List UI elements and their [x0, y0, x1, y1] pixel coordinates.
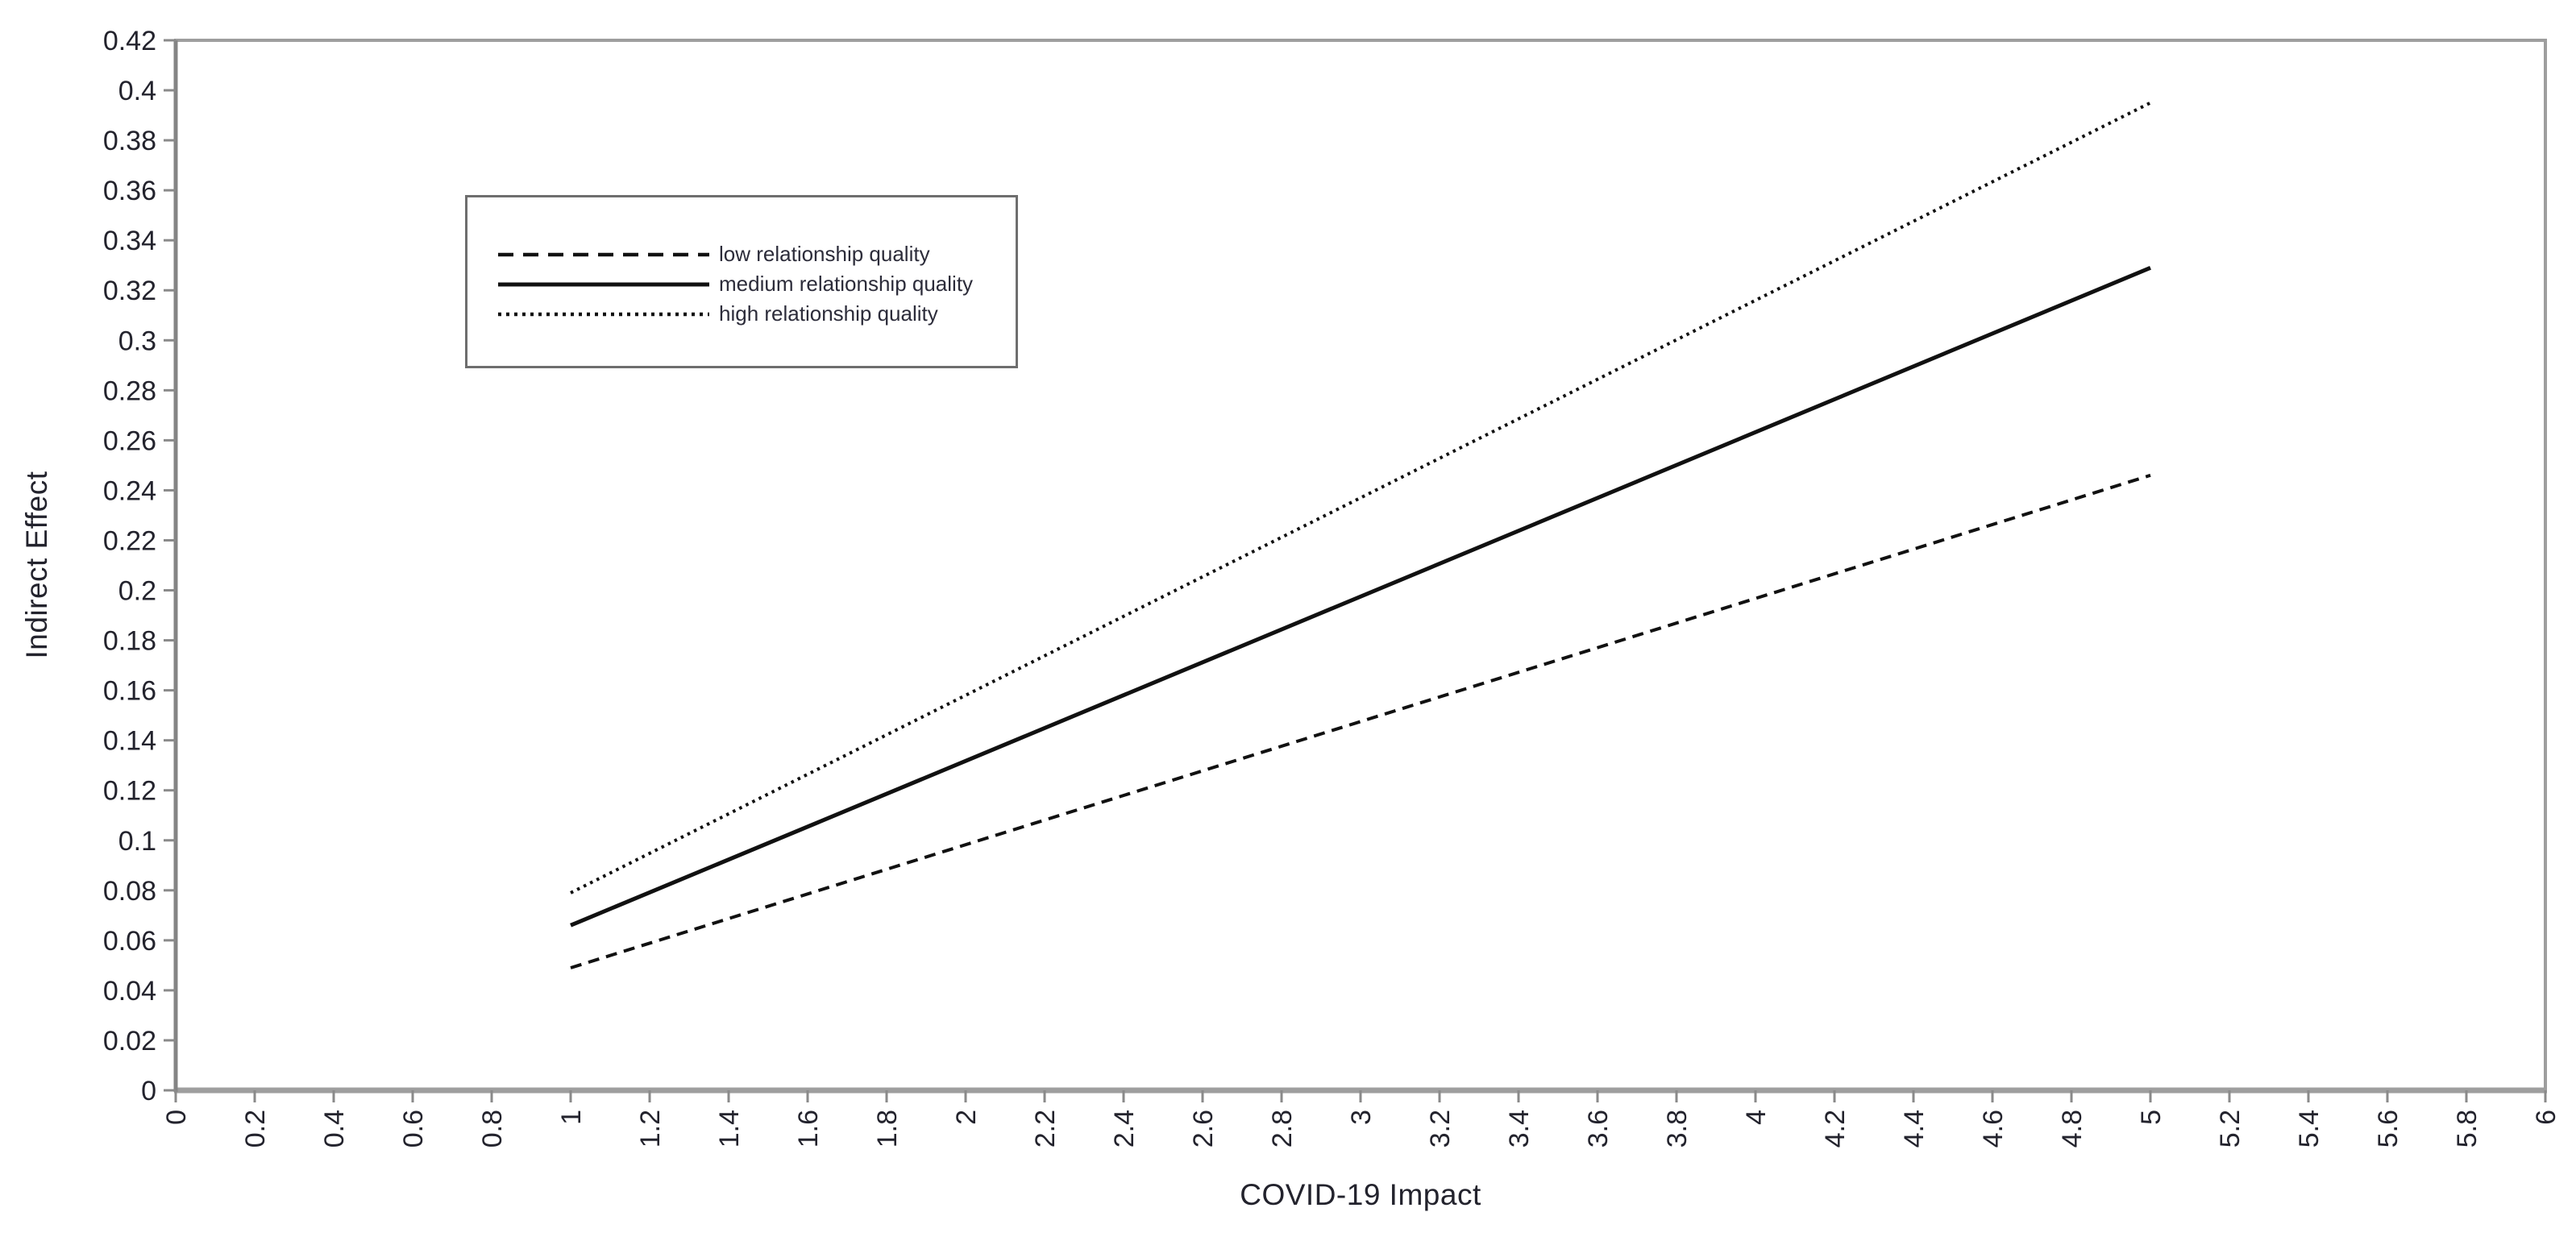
legend-item-medium: medium relationship quality: [467, 269, 1016, 299]
y-tick-label: 0: [141, 1076, 156, 1106]
y-tick-label: 0.16: [103, 676, 156, 707]
y-tick-label: 0.14: [103, 726, 156, 757]
x-tick-label: 2.4: [1109, 1110, 1140, 1148]
y-tick-label: 0.28: [103, 376, 156, 406]
legend-item-low: low relationship quality: [467, 239, 1016, 269]
legend-label-medium: medium relationship quality: [719, 272, 974, 296]
solid-line-sample-icon: [498, 282, 709, 286]
x-tick-label: 4.4: [1899, 1110, 1930, 1148]
legend: low relationship quality medium relation…: [465, 195, 1018, 368]
x-tick-label: 0.6: [398, 1110, 429, 1148]
dashed-line-sample-icon: [498, 252, 709, 256]
y-tick-label: 0.18: [103, 626, 156, 657]
x-tick-label: 1.6: [793, 1110, 824, 1148]
dotted-line-sample-icon: [498, 312, 709, 316]
x-tick-label: 2.6: [1188, 1110, 1219, 1148]
x-tick-label: 5.4: [2294, 1110, 2325, 1148]
x-tick-label: 1.4: [714, 1110, 745, 1148]
x-axis-title: COVID-19 Impact: [1240, 1178, 1481, 1211]
y-tick-label: 0.42: [103, 26, 156, 56]
x-tick-label: 6: [2531, 1110, 2561, 1125]
x-tick-label: 3: [1346, 1110, 1377, 1125]
x-tick-label: 1: [556, 1110, 587, 1125]
x-tick-label: 4.2: [1820, 1110, 1851, 1148]
legend-label-high: high relationship quality: [719, 301, 938, 326]
x-tick-label: 2: [951, 1110, 982, 1125]
y-tick-label: 0.02: [103, 1026, 156, 1056]
y-tick-label: 0.2: [118, 576, 156, 607]
y-tick-label: 0.24: [103, 475, 156, 506]
x-tick-label: 3.6: [1583, 1110, 1614, 1148]
y-tick-label: 0.36: [103, 176, 156, 206]
legend-item-high: high relationship quality: [467, 299, 1016, 329]
y-tick-label: 0.1: [118, 826, 156, 857]
y-tick-label: 0.12: [103, 776, 156, 807]
x-tick-label: 3.4: [1504, 1110, 1535, 1148]
series-line-solid: [570, 266, 2151, 928]
y-tick-label: 0.4: [118, 76, 156, 106]
y-axis-title: Indirect Effect: [20, 471, 53, 659]
x-tick-label: 1.2: [635, 1110, 666, 1148]
x-tick-label: 5.6: [2373, 1110, 2404, 1148]
x-tick-label: 2.2: [1030, 1110, 1061, 1148]
x-tick-label: 5.2: [2215, 1110, 2246, 1148]
series-line-dashed: [570, 473, 2151, 969]
x-tick-label: 4.8: [2057, 1110, 2088, 1148]
legend-label-low: low relationship quality: [719, 242, 930, 266]
y-tick-label: 0.22: [103, 525, 156, 556]
x-tick-label: 3.8: [1662, 1110, 1693, 1148]
x-tick-label: 3.2: [1425, 1110, 1456, 1148]
y-tick-label: 0.34: [103, 226, 156, 256]
x-tick-label: 4: [1741, 1110, 1772, 1125]
x-tick-label: 0.4: [319, 1110, 350, 1148]
y-tick-label: 0.3: [118, 326, 156, 356]
x-tick-label: 0.8: [477, 1110, 508, 1148]
y-tick-label: 0.08: [103, 876, 156, 907]
y-tick-label: 0.32: [103, 276, 156, 306]
y-tick-label: 0.06: [103, 926, 156, 957]
x-tick-label: 2.8: [1267, 1110, 1298, 1148]
x-tick-label: 1.8: [872, 1110, 903, 1148]
y-tick-label: 0.38: [103, 126, 156, 156]
x-tick-label: 0: [161, 1110, 192, 1125]
x-tick-label: 5: [2136, 1110, 2167, 1125]
x-tick-label: 0.2: [240, 1110, 271, 1148]
x-tick-label: 5.8: [2452, 1110, 2483, 1148]
y-tick-label: 0.26: [103, 425, 156, 456]
x-tick-label: 4.6: [1978, 1110, 2009, 1148]
y-tick-label: 0.04: [103, 976, 156, 1007]
